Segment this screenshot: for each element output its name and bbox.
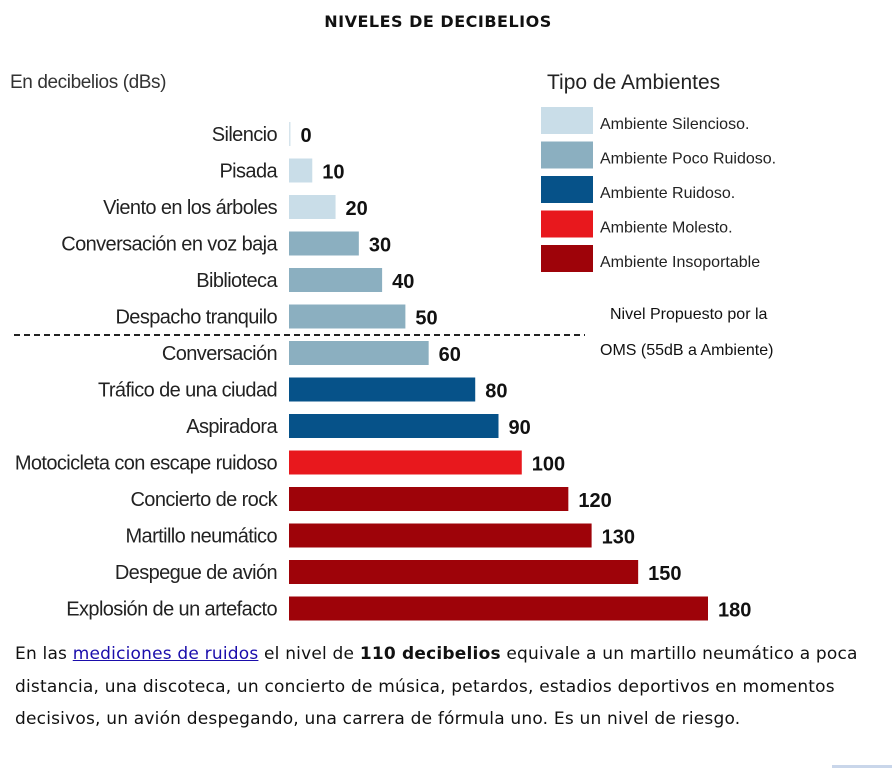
value-label-martillo-neumatico: 130 bbox=[602, 527, 635, 549]
category-label-martillo-neumatico: Martillo neumático bbox=[126, 526, 278, 548]
bar-pisada bbox=[289, 158, 313, 183]
legend-label-ambiente-insoportable: Ambiente Insoportable bbox=[600, 254, 760, 271]
description-paragraph: En las mediciones de ruidos el nivel de … bbox=[15, 638, 883, 736]
value-label-despegue-de-avion: 150 bbox=[648, 563, 681, 585]
value-label-silencio: 0 bbox=[301, 125, 312, 147]
value-label-pisada: 10 bbox=[322, 162, 344, 184]
value-label-trafico-de-una-ciudad: 80 bbox=[485, 381, 507, 403]
category-label-viento-en-los-arboles: Viento en los árboles bbox=[103, 197, 277, 219]
paragraph-bold-value: 110 decibelios bbox=[359, 644, 501, 664]
category-label-silencio: Silencio bbox=[212, 124, 278, 146]
category-label-biblioteca: Biblioteca bbox=[196, 270, 278, 292]
value-label-concierto-de-rock: 120 bbox=[578, 490, 611, 512]
category-label-explosion-de-un-artefacto: Explosión de un artefacto bbox=[66, 599, 277, 621]
noise-measurements-link[interactable]: mediciones de ruidos bbox=[72, 644, 259, 664]
decibel-bar-chart: En decibelios (dBs) Silencio 0 Pisada 10 Vie… bbox=[10, 71, 776, 622]
value-label-viento-en-los-arboles: 20 bbox=[346, 198, 368, 220]
category-label-conversacion-en-voz-baja: Conversación en voz baja bbox=[61, 234, 278, 256]
bar-conversacion-en-voz-baja bbox=[289, 231, 359, 256]
bar-conversacion bbox=[289, 341, 429, 365]
value-label-aspiradora: 90 bbox=[509, 417, 531, 439]
value-label-biblioteca: 40 bbox=[392, 271, 414, 293]
legend-title: Tipo de Ambientes bbox=[547, 71, 720, 94]
bar-viento-en-los-arboles bbox=[289, 195, 336, 219]
unit-label: En decibelios (dBs) bbox=[10, 72, 166, 93]
paragraph-middle: el nivel de bbox=[258, 644, 360, 664]
legend-label-ambiente-molesto: Ambiente Molesto. bbox=[600, 220, 733, 237]
bar-despacho-tranquilo bbox=[289, 304, 406, 329]
legend-label-ambiente-ruidoso: Ambiente Ruidoso. bbox=[600, 185, 735, 202]
paragraph-rest: equivale a un martillo neumático a poca … bbox=[15, 644, 858, 729]
legend-swatch-ambiente-insoportable bbox=[541, 245, 593, 272]
legend-swatch-ambiente-poco-ruidoso bbox=[541, 141, 593, 169]
paragraph-intro: En las bbox=[15, 644, 73, 664]
category-label-conversacion: Conversación bbox=[162, 343, 277, 365]
category-label-concierto-de-rock: Concierto de rock bbox=[130, 489, 278, 511]
legend-swatch-ambiente-silencioso bbox=[541, 107, 593, 134]
value-label-despacho-tranquilo: 50 bbox=[415, 308, 437, 330]
corner-mark bbox=[832, 765, 892, 768]
category-label-trafico-de-una-ciudad: Tráfico de una ciudad bbox=[98, 380, 277, 402]
legend-swatch-ambiente-molesto bbox=[541, 210, 593, 238]
bars-layer: Silencio 0 Pisada 10 Viento en los árboles 20… bbox=[15, 122, 751, 622]
value-label-explosion-de-un-artefacto: 180 bbox=[718, 600, 751, 622]
value-label-motocicleta-con-escape-ruidoso: 100 bbox=[532, 454, 565, 476]
bar-martillo-neumatico bbox=[289, 523, 592, 548]
value-label-conversacion-en-voz-baja: 30 bbox=[369, 235, 391, 257]
category-label-despegue-de-avion: Despegue de avión bbox=[115, 562, 277, 584]
category-label-motocicleta-con-escape-ruidoso: Motocicleta con escape ruidoso bbox=[15, 453, 278, 475]
bar-silencio bbox=[289, 122, 291, 146]
category-label-pisada: Pisada bbox=[219, 161, 278, 183]
legend-label-ambiente-silencioso: Ambiente Silencioso. bbox=[600, 116, 749, 133]
page-title: NIVELES DE DECIBELIOS bbox=[324, 12, 552, 31]
bar-despegue-de-avion bbox=[289, 560, 639, 584]
bar-aspiradora bbox=[289, 414, 499, 438]
reference-note-line-1: Nivel Propuesto por la bbox=[610, 306, 768, 323]
category-label-despacho-tranquilo: Despacho tranquilo bbox=[115, 307, 277, 329]
legend: Tipo de Ambientes Ambiente Silencioso. Am… bbox=[541, 71, 776, 272]
bar-motocicleta-con-escape-ruidoso bbox=[289, 450, 522, 475]
value-label-conversacion: 60 bbox=[439, 344, 461, 366]
bar-trafico-de-una-ciudad bbox=[289, 377, 476, 402]
reference-note-line-2: OMS (55dB a Ambiente) bbox=[600, 342, 773, 359]
bar-concierto-de-rock bbox=[289, 487, 569, 511]
legend-label-ambiente-poco-ruidoso: Ambiente Poco Ruidoso. bbox=[600, 151, 776, 168]
bar-biblioteca bbox=[289, 268, 383, 292]
legend-swatch-ambiente-ruidoso bbox=[541, 176, 593, 203]
bar-explosion-de-un-artefacto bbox=[289, 596, 708, 621]
category-label-aspiradora: Aspiradora bbox=[186, 416, 278, 438]
